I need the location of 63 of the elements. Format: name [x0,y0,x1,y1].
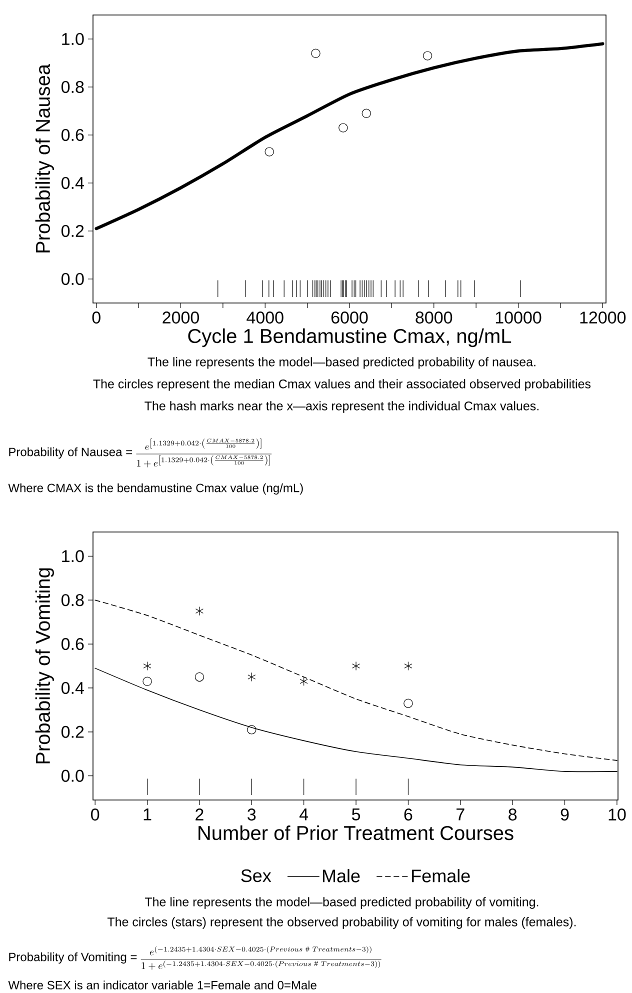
y-tick-label: 0.0 [61,770,84,782]
y-tick-label: 0.6 [61,128,84,142]
point [195,606,204,616]
y-axis-title: Probability of Vomiting [35,568,54,764]
y-tick-label: 0.2 [61,224,84,238]
x-tick-label: 3 [248,808,256,821]
text: Probability of Vomiting = [9,952,137,964]
x-tick-label: 6000 [331,312,368,324]
text: $\frac{e^{(-1.2435+1.4304\cdot SEX-0.4025\cdot(Previous\ \#\ Treatments-3))}}{1+e^{(-1.2435+1.4304\cdot SEX-0.4025\cdot(Previous\ \#\ Treatments-3))}}$ [140,946,382,970]
point [311,48,320,58]
y-axis-title: Probability of Nausea [35,64,54,252]
x-tick-label: 1 [144,808,152,820]
y-tick-label: 1.0 [62,32,84,46]
x-tick-label: 10 [608,808,626,821]
x-tick-label: 8000 [416,312,452,324]
point [422,51,432,60]
point [142,676,152,686]
x-tick-label: 4000 [246,312,284,324]
point [300,676,308,686]
point [248,672,256,682]
legend-title: Sex [241,869,272,882]
text: Where CMAX is the bendamustine Cmax value (ng/mL) [8,483,303,495]
point [338,123,348,132]
text: The line represents the model—based predicted probability of vomiting. [144,897,538,909]
x-axis-title: Cycle 1 Bendamustine Cmax, ng/mL [188,328,512,348]
x-tick-label: 5 [352,808,360,820]
y-tick-label: 0.2 [61,726,84,738]
y-tick-label: 1.0 [62,550,84,562]
text: The circles represent the median Cmax values and their associated observed probabilities [93,379,591,391]
text: The hash marks near the x—axis represent the individual Cmax values. [144,401,538,413]
y-tick-label: 0.0 [61,272,84,286]
text: The line represents the model—based predicted probability of nausea. [148,357,536,369]
text: $\frac{e^{\left[1.1329+0.042\cdot\left(\frac{CMAX-5878.2}{100}\right)\right]}}{1+e^{\left[1.1329+0.042\cdot\left(\frac{CMAX-5878.2}{100}\right)\right]}}$ [136,438,272,468]
text: The circles (stars) represent the observed probability of vomiting for males (females). [107,917,576,929]
point [247,725,256,734]
point [264,147,274,156]
x-axis-title: Number of Prior Treatment Courses [198,825,514,840]
y-tick-label: 0.6 [61,638,84,650]
x-tick-label: 0 [92,312,100,324]
x-tick-label: 2000 [162,312,199,324]
point [194,672,204,682]
point [362,108,371,118]
y-tick-label: 0.8 [61,594,84,606]
x-tick-label: 7 [456,808,464,820]
point [352,661,360,671]
x-tick-label: 2 [196,808,204,820]
y-tick-label: 0.4 [61,176,84,190]
y-tick-label: 0.8 [61,80,84,94]
x-tick-label: 4 [300,808,308,820]
x-tick-label: 6 [404,808,412,821]
point [404,661,412,671]
x-tick-label: 10000 [496,312,542,324]
x-tick-label: 12000 [580,312,626,324]
x-tick-label: 9 [560,808,569,821]
x-tick-label: 8 [508,808,517,821]
point [143,661,152,671]
text: Where SEX is an indicator variable 1=Female and 0=Male [8,980,316,990]
text: Probability of Nausea = [9,447,132,459]
point [404,698,413,708]
x-tick-label: 0 [91,808,100,821]
y-tick-label: 0.4 [61,682,84,694]
legend-label: Female [412,869,470,882]
legend-label: Male [322,869,360,882]
